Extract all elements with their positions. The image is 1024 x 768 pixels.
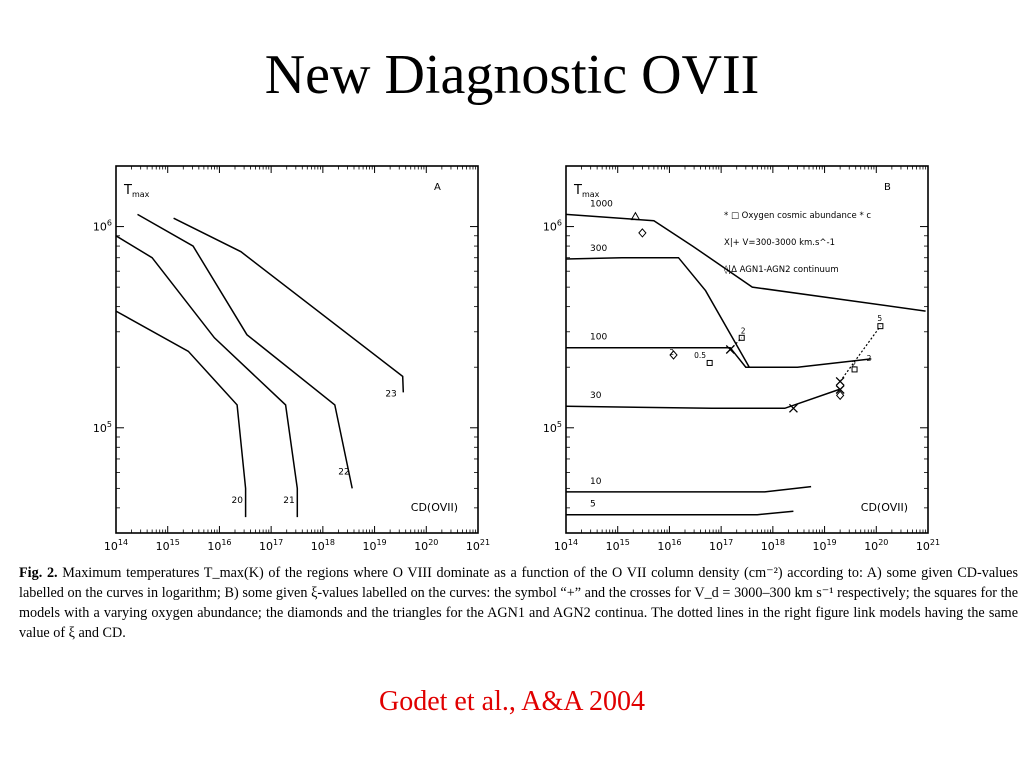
series-line-10 — [566, 485, 812, 493]
citation-credit: Godet et al., A&A 2004 — [379, 686, 645, 717]
x-tick-label: 1021 — [916, 538, 940, 553]
series-label-23: 23 — [385, 389, 396, 399]
series-line-21 — [115, 235, 299, 518]
series-label-10: 10 — [590, 477, 602, 487]
y-tick-label: 105 — [543, 420, 562, 435]
series-label-21: 21 — [283, 496, 294, 506]
dotted-link — [839, 325, 881, 382]
panel-label: B — [884, 182, 891, 193]
point-label: 0.5 — [694, 351, 706, 360]
x-tick-label: 1021 — [466, 538, 490, 553]
chart-panel-a: 1014 1015 1016 1017 1018 1019 1020 1021 105 106 Tm… — [93, 165, 490, 553]
cross-marker — [835, 385, 845, 394]
y-tick-label: 106 — [543, 219, 562, 234]
series-label-5: 5 — [590, 500, 596, 510]
x-tick-label: 1017 — [709, 538, 733, 553]
x-tick-label: 1020 — [414, 538, 438, 553]
x-tick-label: 1017 — [259, 538, 283, 553]
diamond-marker — [638, 228, 647, 238]
panel-label: A — [434, 182, 441, 193]
chart-a-svg: 1014 1015 1016 1017 1018 1019 1020 1021 105 106 Tm… — [93, 165, 490, 553]
point-label: 5 — [877, 314, 882, 323]
caption-figlabel: Fig. 2. — [19, 565, 58, 581]
point-label: 2 — [867, 354, 872, 363]
x-axis-label: CD(OVII) — [411, 501, 458, 514]
y-axis-label: Tmax — [573, 183, 600, 199]
cross-marker — [835, 376, 845, 386]
point-label: 2 — [741, 326, 746, 335]
y-tick-label: 106 — [93, 219, 112, 234]
cross-marker — [725, 345, 735, 354]
square-marker — [851, 366, 858, 373]
point-label: 2 — [669, 348, 674, 357]
series-line-5 — [566, 510, 794, 516]
series-label-300: 300 — [590, 244, 607, 254]
series-line-300 — [565, 256, 750, 368]
x-axis-label: CD(OVII) — [861, 501, 908, 514]
x-tick-label: 1015 — [156, 538, 180, 553]
slide-title: New Diagnostic OVII — [264, 44, 760, 106]
diamond-marker — [669, 350, 678, 360]
chart-panel-b: 1014 1015 1016 1017 1018 1019 1020 1021 105 106 Tm… — [543, 165, 940, 553]
plot-frame — [565, 165, 929, 534]
point-label: 2 — [851, 360, 856, 369]
chart-b-svg: 1014 1015 1016 1017 1018 1019 1020 1021105106Tm… — [543, 165, 940, 553]
series-label-30: 30 — [590, 391, 602, 401]
x-tick-label: 1016 — [207, 538, 231, 553]
cross-marker — [788, 403, 798, 413]
caption-text: Maximum temperatures T_max(K) of the reg… — [19, 565, 1019, 641]
series-label-22: 22 — [338, 467, 349, 477]
triangle-marker — [630, 211, 641, 221]
series-line-30 — [565, 388, 840, 410]
square-marker — [738, 334, 745, 341]
diamond-marker — [835, 390, 845, 401]
series-label-1000: 1000 — [590, 199, 613, 209]
series-line-1000 — [565, 213, 926, 312]
series-line-22 — [137, 213, 353, 489]
x-tick-label: 1020 — [864, 538, 888, 553]
square-marker — [877, 323, 884, 330]
x-tick-label: 1019 — [812, 538, 836, 553]
legend-item: ◊|Δ AGN1-AGN2 continuum — [724, 265, 839, 275]
x-tick-label: 1014 — [554, 538, 578, 553]
series-line-23 — [173, 217, 405, 393]
y-axis-label: Tmax — [123, 183, 150, 199]
x-tick-label: 1014 — [104, 538, 128, 553]
dotted-link — [729, 337, 743, 350]
x-tick-label: 1016 — [657, 538, 681, 553]
series-line-20 — [115, 310, 247, 518]
y-tick-label: 105 — [93, 420, 112, 435]
x-tick-label: 1015 — [606, 538, 630, 553]
series-label-100: 100 — [590, 333, 607, 343]
x-tick-label: 1019 — [362, 538, 386, 553]
square-marker — [706, 359, 713, 366]
legend-item: * □ Oxygen cosmic abundance * c — [724, 211, 871, 221]
figure-caption: Fig. 2. Maximum temperatures T_max(K) of… — [19, 563, 1018, 643]
legend-item: X|+ V=300-3000 km.s^-1 — [724, 238, 835, 248]
plot-frame — [115, 165, 479, 534]
x-tick-label: 1018 — [761, 538, 785, 553]
series-line-100 — [566, 346, 872, 368]
x-tick-label: 1018 — [311, 538, 335, 553]
series-label-20: 20 — [232, 496, 244, 506]
